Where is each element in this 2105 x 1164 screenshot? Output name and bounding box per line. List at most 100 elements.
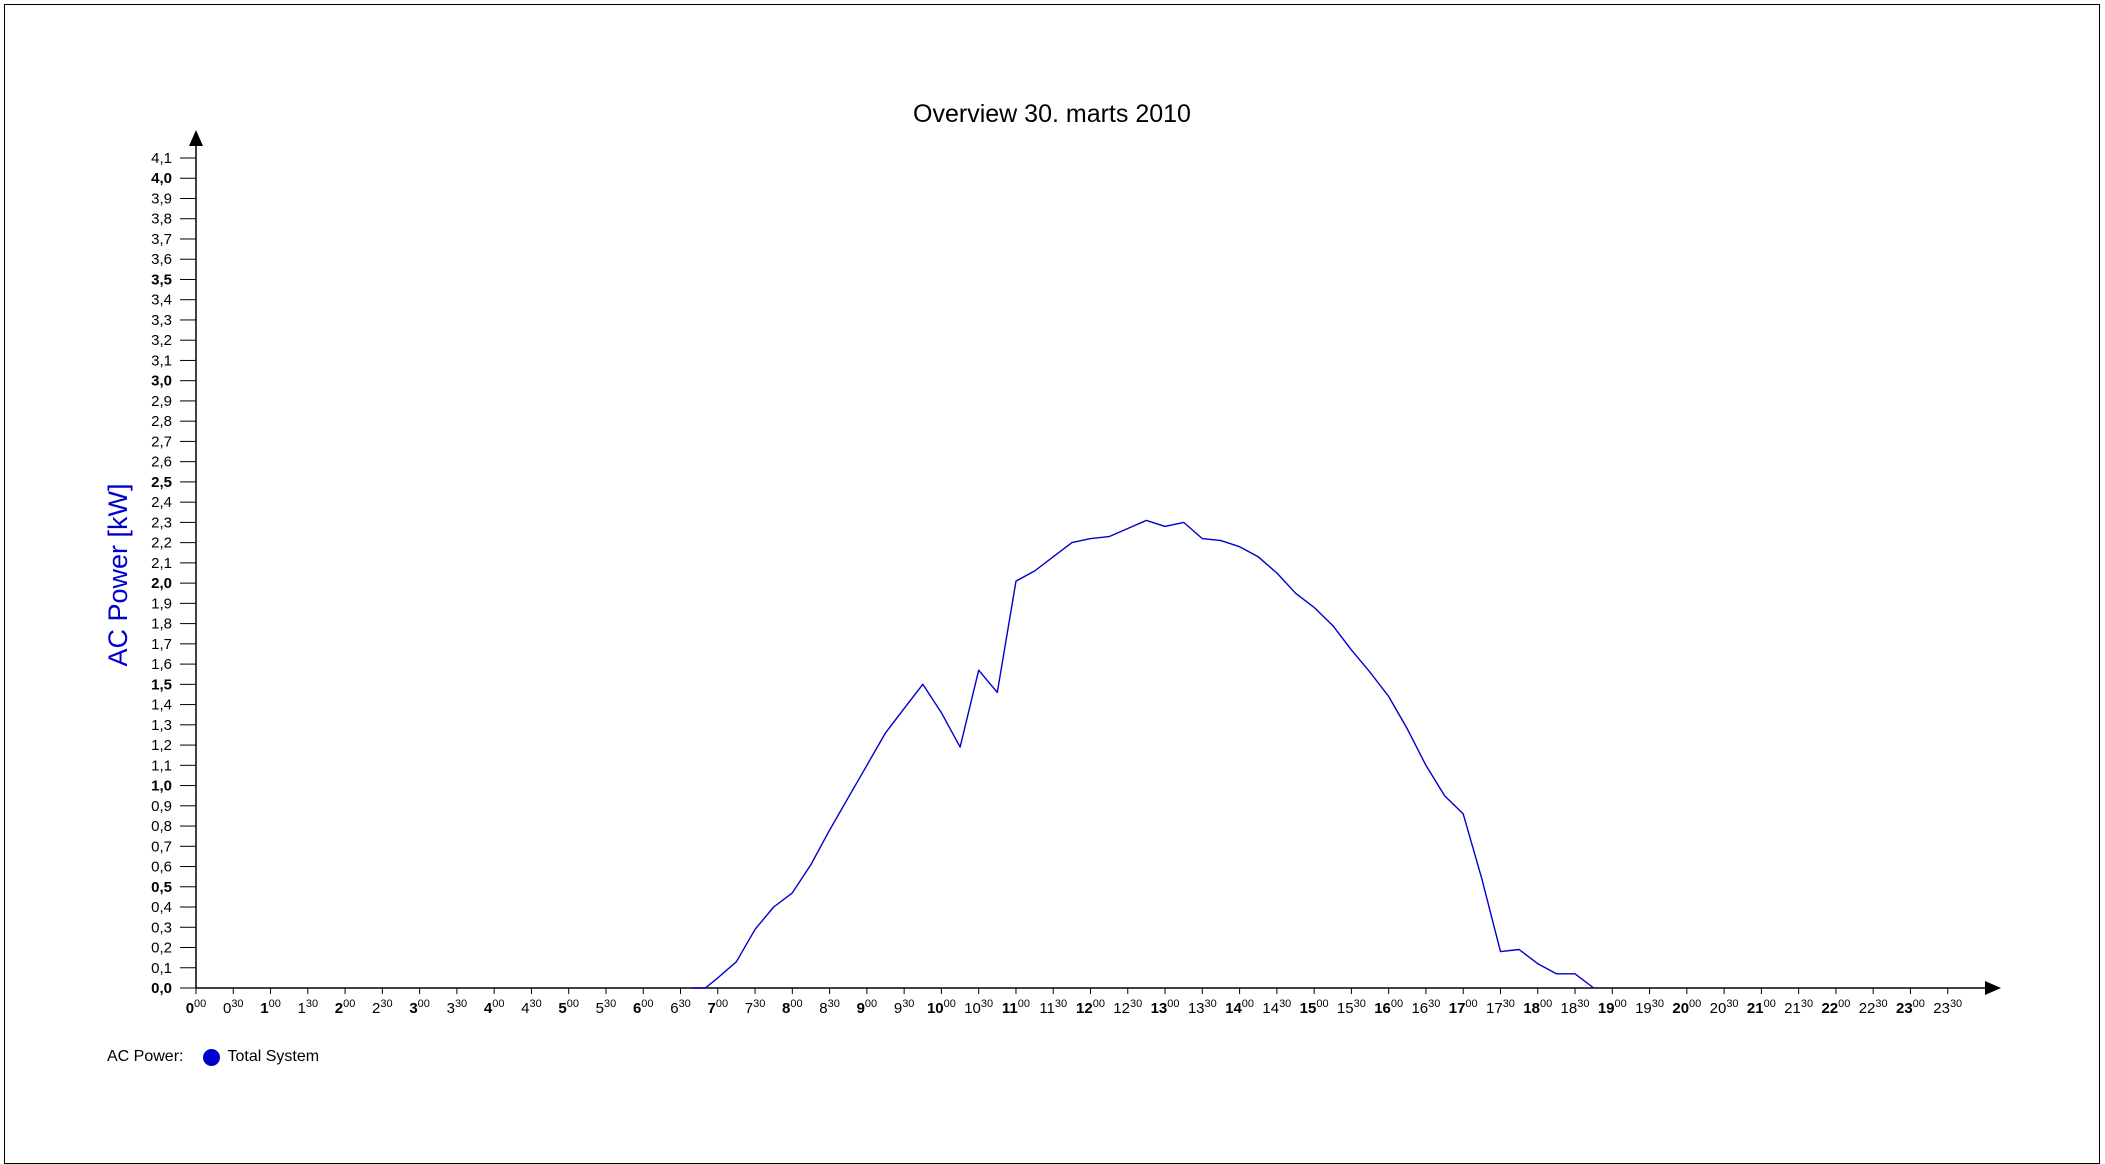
x-tick-label: 000 — [186, 998, 207, 1017]
y-tick-label: 0,2 — [151, 940, 172, 957]
x-tick-label: 2130 — [1784, 998, 1813, 1017]
x-tick-label: 1130 — [1039, 998, 1067, 1017]
x-tick-label: 600 — [633, 998, 654, 1017]
series-layer — [692, 519, 1595, 989]
x-tick-label: 1930 — [1635, 998, 1664, 1017]
y-axis-label: AC Power [kW] — [103, 483, 133, 666]
x-tick-label: 1430 — [1262, 998, 1291, 1017]
y-tick-label: 0,5 — [151, 879, 172, 896]
x-tick-label: 1630 — [1411, 998, 1440, 1017]
x-tick-label: 100 — [260, 998, 281, 1017]
x-tick-label: 2200 — [1821, 998, 1850, 1017]
axes — [189, 130, 2001, 995]
x-tick-label: 130 — [298, 998, 319, 1017]
y-tick-label: 1,5 — [151, 676, 172, 693]
y-tick-label: 3,6 — [151, 251, 172, 268]
x-tick-label: 2230 — [1859, 998, 1888, 1017]
x-tick-label: 430 — [521, 998, 542, 1017]
y-tick-label: 0,6 — [151, 859, 172, 876]
y-tick-label: 2,5 — [151, 474, 172, 491]
x-tick-label: 2100 — [1747, 998, 1776, 1017]
x-tick-label: 900 — [857, 998, 878, 1017]
x-tick-label: 1730 — [1486, 998, 1515, 1017]
x-tick-label: 500 — [558, 998, 579, 1017]
x-tick-label: 200 — [335, 998, 356, 1017]
x-tick-label: 1800 — [1523, 998, 1552, 1017]
y-tick-label: 3,4 — [151, 292, 172, 309]
y-tick-label: 1,2 — [151, 737, 172, 754]
x-tick-label: 830 — [819, 998, 840, 1017]
x-tick-label: 630 — [670, 998, 691, 1017]
x-tick-label: 2330 — [1933, 998, 1962, 1017]
y-tick-label: 1,4 — [151, 697, 172, 714]
chart-title: Overview 30. marts 2010 — [913, 100, 1191, 128]
x-tick-label: 1200 — [1076, 998, 1105, 1017]
y-tick-label: 3,0 — [151, 373, 172, 390]
x-axis-ticks: 000 030 100 130 200 230 300 330 400 430 500 530 600 6… — [186, 988, 1962, 1017]
x-tick-label: 730 — [745, 998, 766, 1017]
x-tick-label: 700 — [707, 998, 728, 1017]
x-tick-label: 1500 — [1300, 998, 1329, 1017]
x-tick-label: 1700 — [1449, 998, 1478, 1017]
x-tick-label: 030 — [223, 998, 244, 1017]
y-tick-label: 3,1 — [151, 352, 172, 369]
legend-swatch-total-system — [203, 1048, 221, 1066]
y-tick-label: 3,5 — [151, 271, 172, 288]
y-tick-label: 1,9 — [151, 595, 172, 612]
x-axis-arrow — [1985, 981, 2001, 995]
y-tick-label: 3,3 — [151, 312, 172, 329]
y-tick-label: 2,4 — [151, 494, 172, 511]
y-tick-label: 2,2 — [151, 535, 172, 552]
x-tick-label: 2000 — [1672, 998, 1701, 1017]
x-tick-label: 230 — [372, 998, 393, 1017]
x-tick-label: 2300 — [1896, 998, 1925, 1017]
x-tick-label: 1400 — [1225, 998, 1254, 1017]
y-axis-ticks: 0,0 0,1 0,2 0,3 0,4 0,5 0,6 0,7 0,8 0,9 1,0 1,1 1,2 1… — [151, 150, 196, 997]
series-line-total-system — [692, 519, 1595, 989]
y-tick-label: 0,4 — [151, 899, 172, 916]
y-tick-label: 3,7 — [151, 231, 172, 248]
y-tick-label: 1,1 — [151, 757, 172, 774]
x-tick-label: 300 — [409, 998, 430, 1017]
y-tick-label: 2,9 — [151, 393, 172, 410]
y-tick-label: 2,8 — [151, 413, 172, 430]
y-tick-label: 2,1 — [151, 555, 172, 572]
y-tick-label: 2,6 — [151, 454, 172, 471]
x-tick-label: 1000 — [927, 998, 956, 1017]
legend-title: AC Power: — [107, 1048, 184, 1065]
y-tick-label: 4,0 — [151, 170, 172, 187]
y-tick-label: 1,8 — [151, 616, 172, 633]
x-tick-label: 1900 — [1598, 998, 1627, 1017]
x-tick-label: 1600 — [1374, 998, 1403, 1017]
x-tick-label: 1330 — [1188, 998, 1217, 1017]
y-tick-label: 1,0 — [151, 778, 172, 795]
y-axis-arrow — [189, 130, 203, 146]
y-tick-label: 0,9 — [151, 798, 172, 815]
y-tick-label: 1,6 — [151, 656, 172, 673]
y-tick-label: 0,3 — [151, 919, 172, 936]
y-tick-label: 3,9 — [151, 190, 172, 207]
x-tick-label: 1030 — [964, 998, 993, 1017]
x-tick-label: 330 — [447, 998, 468, 1017]
y-tick-label: 1,7 — [151, 636, 172, 653]
y-tick-label: 2,0 — [151, 575, 172, 592]
y-tick-label: 4,1 — [151, 150, 172, 167]
x-tick-label: 930 — [894, 998, 915, 1017]
x-tick-label: 1100 — [1002, 998, 1030, 1017]
y-tick-label: 0,7 — [151, 838, 172, 855]
x-tick-label: 800 — [782, 998, 803, 1017]
y-tick-label: 1,3 — [151, 717, 172, 734]
x-tick-label: 1230 — [1113, 998, 1142, 1017]
legend: AC Power: Total System — [107, 1046, 319, 1068]
x-tick-label: 1300 — [1151, 998, 1180, 1017]
y-tick-label: 3,2 — [151, 332, 172, 349]
y-tick-label: 2,3 — [151, 514, 172, 531]
x-tick-label: 1830 — [1561, 998, 1590, 1017]
x-tick-label: 1530 — [1337, 998, 1366, 1017]
y-tick-label: 2,7 — [151, 433, 172, 450]
x-tick-label: 400 — [484, 998, 505, 1017]
x-tick-label: 530 — [596, 998, 617, 1017]
y-tick-label: 0,0 — [151, 980, 172, 997]
x-tick-label: 2030 — [1710, 998, 1739, 1017]
